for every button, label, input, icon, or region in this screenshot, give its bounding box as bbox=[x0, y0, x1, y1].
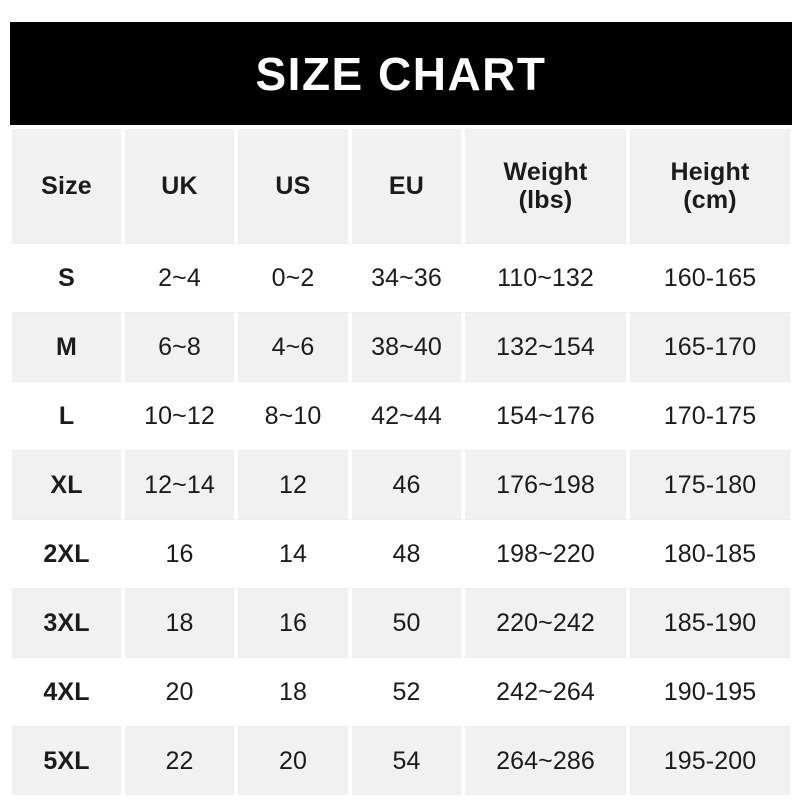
column-header-us: US bbox=[236, 129, 350, 243]
cell-weight: 176~198 bbox=[463, 451, 628, 519]
cell-weight: 264~286 bbox=[463, 727, 628, 795]
column-header-uk: UK bbox=[123, 129, 236, 243]
cell-size: M bbox=[10, 313, 123, 381]
cell-uk: 18 bbox=[123, 589, 236, 657]
column-header-weight-unit: (lbs) bbox=[518, 186, 573, 214]
column-header-uk-label: UK bbox=[161, 172, 198, 200]
column-header-height-unit: (cm) bbox=[683, 186, 737, 214]
cell-size: S bbox=[10, 243, 123, 313]
cell-weight: 220~242 bbox=[463, 589, 628, 657]
column-header-us-label: US bbox=[275, 172, 311, 200]
column-header-eu-label: EU bbox=[388, 172, 425, 200]
cell-height: 165-170 bbox=[628, 313, 792, 381]
cell-size: XL bbox=[10, 451, 123, 519]
column-header-weight-label: Weight bbox=[503, 158, 588, 186]
cell-uk: 6~8 bbox=[123, 313, 236, 381]
size-table-wrapper: Size UK US EU Weight (lbs) bbox=[10, 129, 792, 795]
cell-eu: 52 bbox=[350, 657, 463, 727]
column-header-eu: EU bbox=[350, 129, 463, 243]
cell-height: 160-165 bbox=[628, 243, 792, 313]
cell-us: 4~6 bbox=[236, 313, 350, 381]
cell-size: 4XL bbox=[10, 657, 123, 727]
cell-size: 3XL bbox=[10, 589, 123, 657]
column-header-size: Size bbox=[10, 129, 123, 243]
cell-height: 195-200 bbox=[628, 727, 792, 795]
cell-eu: 54 bbox=[350, 727, 463, 795]
table-header-row: Size UK US EU Weight (lbs) bbox=[10, 129, 792, 243]
table-row: L 10~12 8~10 42~44 154~176 170-175 bbox=[10, 381, 792, 451]
cell-height: 170-175 bbox=[628, 381, 792, 451]
cell-weight: 132~154 bbox=[463, 313, 628, 381]
cell-eu: 42~44 bbox=[350, 381, 463, 451]
cell-height: 175-180 bbox=[628, 451, 792, 519]
table-row: 2XL 16 14 48 198~220 180-185 bbox=[10, 519, 792, 589]
cell-weight: 198~220 bbox=[463, 519, 628, 589]
cell-eu: 50 bbox=[350, 589, 463, 657]
cell-us: 18 bbox=[236, 657, 350, 727]
cell-us: 14 bbox=[236, 519, 350, 589]
cell-us: 8~10 bbox=[236, 381, 350, 451]
cell-size: 2XL bbox=[10, 519, 123, 589]
table-row: 5XL 22 20 54 264~286 195-200 bbox=[10, 727, 792, 795]
title-banner: SIZE CHART bbox=[10, 22, 792, 125]
table-row: XL 12~14 12 46 176~198 175-180 bbox=[10, 451, 792, 519]
cell-height: 180-185 bbox=[628, 519, 792, 589]
cell-weight: 242~264 bbox=[463, 657, 628, 727]
table-row: S 2~4 0~2 34~36 110~132 160-165 bbox=[10, 243, 792, 313]
table-row: 4XL 20 18 52 242~264 190-195 bbox=[10, 657, 792, 727]
cell-us: 20 bbox=[236, 727, 350, 795]
column-header-size-label: Size bbox=[41, 172, 92, 200]
cell-uk: 10~12 bbox=[123, 381, 236, 451]
cell-us: 0~2 bbox=[236, 243, 350, 313]
page-title: SIZE CHART bbox=[255, 47, 547, 100]
cell-uk: 2~4 bbox=[123, 243, 236, 313]
cell-height: 190-195 bbox=[628, 657, 792, 727]
cell-uk: 20 bbox=[123, 657, 236, 727]
cell-eu: 38~40 bbox=[350, 313, 463, 381]
cell-weight: 154~176 bbox=[463, 381, 628, 451]
cell-weight: 110~132 bbox=[463, 243, 628, 313]
column-header-height: Height (cm) bbox=[628, 129, 792, 243]
cell-size: L bbox=[10, 381, 123, 451]
cell-us: 16 bbox=[236, 589, 350, 657]
cell-eu: 48 bbox=[350, 519, 463, 589]
column-header-height-label: Height bbox=[670, 158, 750, 186]
cell-uk: 12~14 bbox=[123, 451, 236, 519]
cell-size: 5XL bbox=[10, 727, 123, 795]
cell-us: 12 bbox=[236, 451, 350, 519]
cell-eu: 34~36 bbox=[350, 243, 463, 313]
table-row: 3XL 18 16 50 220~242 185-190 bbox=[10, 589, 792, 657]
cell-uk: 22 bbox=[123, 727, 236, 795]
cell-height: 185-190 bbox=[628, 589, 792, 657]
table-body: S 2~4 0~2 34~36 110~132 160-165 M 6~8 4~… bbox=[10, 243, 792, 795]
size-table: Size UK US EU Weight (lbs) bbox=[10, 129, 792, 795]
cell-uk: 16 bbox=[123, 519, 236, 589]
table-head: Size UK US EU Weight (lbs) bbox=[10, 129, 792, 243]
table-row: M 6~8 4~6 38~40 132~154 165-170 bbox=[10, 313, 792, 381]
cell-eu: 46 bbox=[350, 451, 463, 519]
column-header-weight: Weight (lbs) bbox=[463, 129, 628, 243]
